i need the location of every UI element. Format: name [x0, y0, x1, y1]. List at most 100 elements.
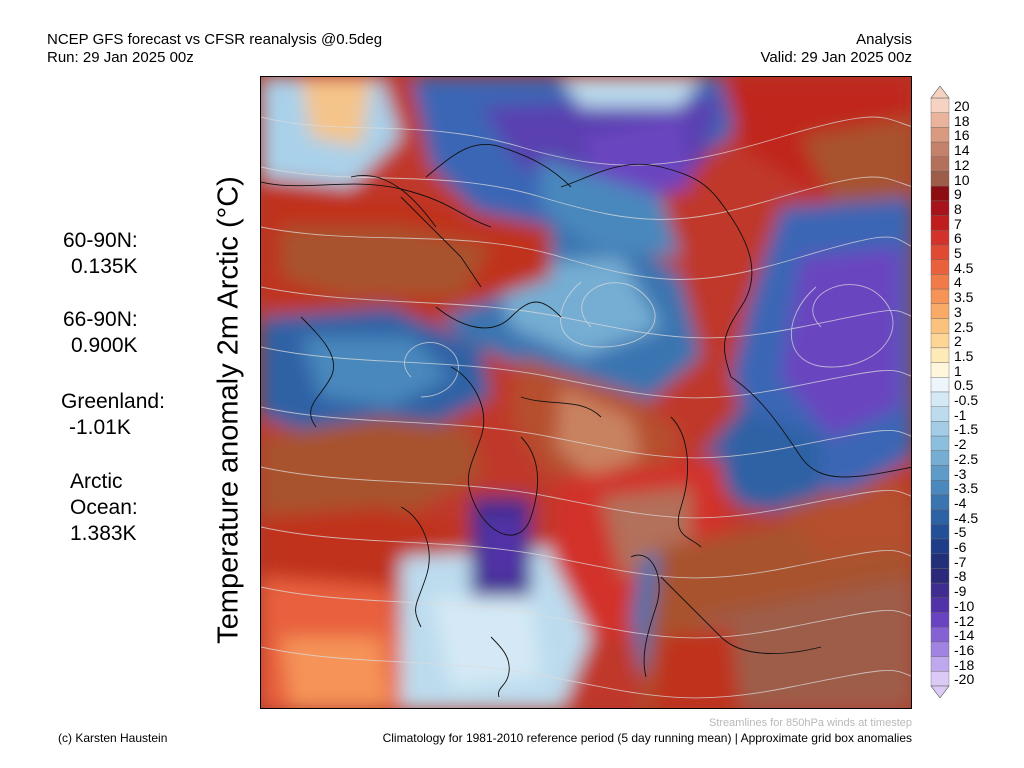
colorbar-label: -4 [954, 494, 967, 511]
colorbar-cell [930, 259, 950, 275]
map-title: NCEP GFS forecast vs CFSR reanalysis @0.… [47, 31, 383, 48]
anomaly-map[interactable] [260, 76, 912, 709]
stat-value: -1.01K [69, 416, 131, 439]
stat-label: 66-90N: [63, 308, 138, 331]
colorbar-label: 1.5 [954, 347, 974, 364]
colorbar-label: 8 [954, 200, 962, 217]
colorbar-bottom-arrow [930, 685, 950, 698]
colorbar-cell [930, 230, 950, 246]
colorbar-label: -5 [954, 524, 967, 541]
colorbar-label: -2.5 [954, 450, 979, 467]
colorbar-cell [930, 597, 950, 613]
colorbar-cell [930, 377, 950, 393]
colorbar-label: -18 [954, 656, 975, 673]
valid-time: Valid: 29 Jan 2025 00z [760, 49, 912, 66]
stat-66-90n: 66-90N: 0.900K [63, 307, 138, 359]
colorbar-cell [930, 171, 950, 187]
colorbar-cell [930, 656, 950, 672]
streamlines-note: Streamlines for 850hPa winds at timestep [709, 717, 912, 729]
colorbar-label: 14 [954, 142, 970, 159]
colorbar-cell [930, 509, 950, 525]
colorbar-cell [930, 391, 950, 407]
colorbar-label: 2.5 [954, 318, 974, 335]
stat-label: 60-90N: [63, 229, 138, 252]
stat-label: Ocean: [70, 496, 138, 519]
stat-arctic-ocean: Arctic Ocean: 1.383K [70, 469, 138, 547]
colorbar-cell [930, 318, 950, 334]
colorbar-label: 6 [954, 230, 962, 247]
colorbar-label: -8 [954, 568, 967, 585]
colorbar-label: 7 [954, 215, 962, 232]
colorbar-cell [930, 303, 950, 319]
colorbar-cell [930, 421, 950, 437]
stat-value: 0.900K [71, 334, 138, 357]
colorbar-label: 1 [954, 362, 962, 379]
colorbar-cell [930, 127, 950, 143]
analysis-label: Analysis [856, 31, 912, 48]
colorbar-cell [930, 524, 950, 540]
colorbar-label: -4.5 [954, 509, 979, 526]
colorbar-label: -1.5 [954, 421, 979, 438]
colorbar-cell [930, 494, 950, 510]
colorbar-cell [930, 582, 950, 599]
credit: (c) Karsten Haustein [58, 731, 168, 745]
colorbar-label: 20 [954, 98, 970, 114]
colorbar-label: -3 [954, 465, 967, 482]
colorbar-cell [930, 568, 950, 584]
colorbar-cell [930, 553, 950, 569]
colorbar-cell [930, 288, 950, 305]
stat-60-90n: 60-90N: 0.135K [63, 228, 138, 280]
anomaly-map-graphic [261, 77, 911, 708]
colorbar-label: 0.5 [954, 377, 974, 394]
colorbar-cell [930, 362, 950, 378]
colorbar-cell [930, 97, 950, 113]
climatology-note: Climatology for 1981-2010 reference peri… [382, 731, 912, 745]
colorbar-label: -10 [954, 597, 975, 614]
colorbar-label: 18 [954, 112, 970, 129]
colorbar-label: 3 [954, 303, 962, 320]
colorbar-top-arrow [930, 86, 950, 99]
colorbar-label: -9 [954, 583, 967, 600]
colorbar-label: -2 [954, 436, 967, 453]
colorbar-cell [930, 406, 950, 422]
colorbar-cell [930, 450, 950, 466]
colorbar-label: -3.5 [954, 480, 979, 497]
colorbar-cell [930, 112, 950, 128]
colorbar-label: 2 [954, 333, 962, 350]
colorbar-label: 4 [954, 274, 962, 291]
run-time: Run: 29 Jan 2025 00z [47, 49, 194, 66]
colorbar-label: -0.5 [954, 392, 979, 408]
colorbar-cell [930, 332, 950, 349]
colorbar-label: -14 [954, 627, 975, 644]
colorbar-cell [930, 141, 950, 157]
stat-label: Greenland: [61, 390, 165, 413]
colorbar-cell [930, 274, 950, 290]
colorbar-cell [930, 627, 950, 643]
stat-greenland: Greenland: -1.01K [61, 389, 165, 441]
colorbar-cell [930, 185, 950, 202]
colorbar-label: 9 [954, 186, 962, 203]
colorbar-cell [930, 215, 950, 231]
stat-value: 1.383K [70, 522, 137, 545]
header-right: Analysis Valid: 29 Jan 2025 00z [760, 31, 912, 67]
colorbar-cell [930, 156, 950, 172]
colorbar-label: 16 [954, 127, 970, 144]
colorbar-cell [930, 480, 950, 496]
colorbar-label: 10 [954, 171, 970, 188]
colorbar [930, 86, 950, 698]
stat-label: Arctic [70, 470, 123, 493]
colorbar-label: -12 [954, 612, 975, 629]
colorbar-cell [930, 538, 950, 554]
colorbar-label: 4.5 [954, 259, 974, 276]
colorbar-label: -16 [954, 641, 975, 658]
colorbar-label: 12 [954, 156, 970, 173]
colorbar-cell [930, 435, 950, 452]
colorbar-label: -1 [954, 406, 967, 423]
colorbar-cell [930, 244, 950, 260]
colorbar-cell [930, 671, 950, 687]
colorbar-label: -6 [954, 539, 967, 555]
colorbar-label: 3.5 [954, 289, 974, 306]
header-left: NCEP GFS forecast vs CFSR reanalysis @0.… [47, 31, 382, 67]
vertical-title-text: Temperature anomaly 2m Arctic (°C) [212, 176, 245, 644]
colorbar-cell [930, 200, 950, 216]
